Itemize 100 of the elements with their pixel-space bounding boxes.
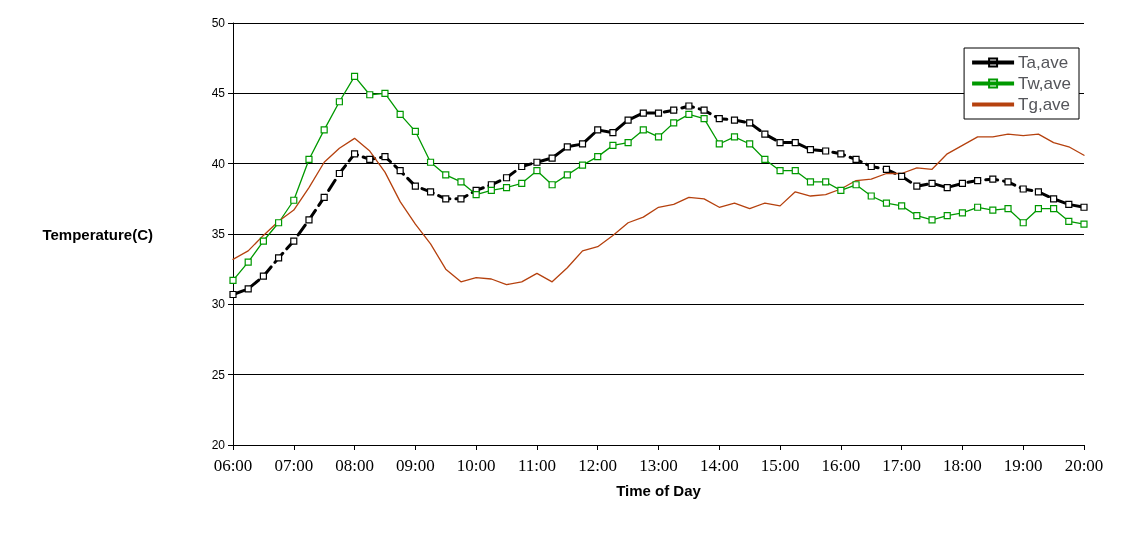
point — [320, 193, 328, 202]
point — [578, 161, 587, 169]
point — [548, 181, 556, 189]
y-tick-label: 45 — [211, 86, 226, 101]
point — [791, 138, 799, 147]
point — [259, 237, 267, 245]
y-tick-label: 40 — [211, 156, 226, 171]
point — [806, 146, 815, 154]
point — [1034, 205, 1043, 213]
point — [366, 91, 374, 99]
point — [335, 169, 343, 178]
point — [943, 212, 951, 220]
point — [928, 216, 936, 224]
point — [396, 167, 404, 175]
point — [685, 102, 693, 110]
x-tick-label: 08:00 — [335, 456, 374, 475]
point — [274, 254, 283, 262]
point — [229, 290, 237, 299]
point — [1019, 219, 1027, 227]
point — [1004, 205, 1012, 213]
point — [882, 199, 891, 207]
point — [305, 155, 313, 164]
x-tick-label: 18:00 — [943, 456, 982, 475]
point — [426, 158, 435, 166]
point — [989, 206, 997, 214]
point — [670, 106, 678, 114]
point — [259, 272, 267, 280]
x-tick-label: 19:00 — [1003, 456, 1043, 475]
point — [305, 216, 313, 224]
x-tick-label: 10:00 — [456, 456, 496, 475]
point — [624, 116, 632, 124]
point — [502, 174, 511, 182]
point — [791, 167, 799, 175]
point — [624, 138, 632, 147]
point — [898, 172, 906, 180]
point — [594, 126, 602, 134]
y-tick-label: 25 — [211, 367, 226, 382]
x-axis-title: Time of Day — [616, 482, 702, 499]
x-tick-label: 14:00 — [699, 456, 739, 475]
y-axis-title: Temperature(C) — [42, 225, 153, 243]
point — [594, 153, 602, 161]
point — [822, 147, 830, 155]
point — [381, 89, 389, 97]
point — [639, 109, 647, 117]
x-tick-label: 11:00 — [517, 456, 556, 475]
point — [882, 165, 891, 173]
point — [730, 116, 739, 124]
x-tick-label: 13:00 — [639, 456, 678, 475]
point — [974, 176, 982, 185]
x-tick-label: 15:00 — [760, 456, 800, 475]
point — [670, 119, 678, 127]
point — [411, 182, 419, 190]
point — [776, 138, 784, 147]
point — [700, 106, 708, 114]
point — [578, 140, 587, 148]
point — [1050, 205, 1058, 213]
point — [1065, 217, 1073, 225]
point — [1050, 195, 1058, 203]
y-tick-label: 35 — [211, 227, 226, 241]
point — [229, 276, 237, 285]
x-tick-label: 16:00 — [821, 456, 861, 475]
point — [366, 155, 374, 164]
point — [472, 191, 480, 199]
point — [1080, 203, 1088, 211]
point — [958, 179, 967, 187]
point — [761, 155, 769, 164]
point — [350, 72, 359, 81]
point — [502, 183, 511, 192]
point — [533, 158, 541, 166]
y-tick-label: 20 — [211, 438, 226, 452]
point — [274, 219, 283, 227]
legend-label: Ta,ave — [1018, 53, 1069, 72]
x-tick-label: 06:00 — [213, 456, 253, 475]
point — [350, 150, 359, 158]
point — [715, 140, 723, 148]
point — [913, 212, 921, 220]
point — [290, 196, 298, 204]
point — [685, 110, 693, 119]
point — [761, 130, 769, 138]
point — [852, 181, 860, 189]
point — [1080, 220, 1088, 228]
x-tick-label: 20:00 — [1064, 456, 1104, 475]
point — [898, 202, 906, 210]
point — [457, 178, 465, 186]
point — [548, 154, 556, 162]
point — [1065, 200, 1073, 209]
legend-label: Tw,ave — [1018, 74, 1071, 93]
x-tick-label: 17:00 — [882, 456, 922, 475]
point — [457, 195, 465, 203]
point — [533, 167, 541, 175]
point — [654, 133, 663, 141]
point — [487, 186, 495, 194]
legend-label: Tg,ave — [1018, 95, 1071, 114]
point — [1004, 178, 1012, 186]
x-tick-label: 12:00 — [578, 456, 618, 475]
point — [290, 237, 298, 245]
point — [913, 182, 921, 190]
point — [381, 153, 389, 161]
point — [609, 129, 617, 137]
point — [746, 119, 754, 127]
